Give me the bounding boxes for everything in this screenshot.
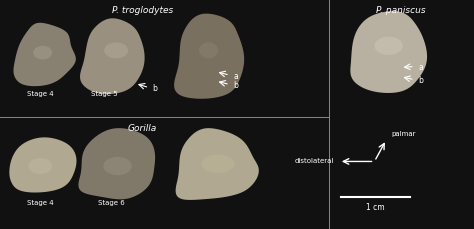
Text: Stage 4: Stage 4 (27, 200, 54, 206)
Ellipse shape (201, 155, 235, 173)
Ellipse shape (199, 42, 218, 58)
Text: distolateral: distolateral (295, 158, 334, 164)
Ellipse shape (374, 37, 403, 55)
Ellipse shape (104, 42, 128, 58)
Polygon shape (9, 137, 76, 193)
Text: P. troglodytes: P. troglodytes (111, 6, 173, 15)
Text: Gorilla: Gorilla (128, 124, 157, 133)
Polygon shape (80, 18, 145, 94)
Text: 1 cm: 1 cm (366, 203, 385, 212)
Text: Stage 5: Stage 5 (91, 91, 118, 97)
Text: Stage 6: Stage 6 (98, 200, 125, 206)
Polygon shape (350, 11, 427, 93)
Text: a: a (418, 63, 423, 72)
Polygon shape (13, 23, 76, 86)
Ellipse shape (103, 157, 132, 175)
Text: a: a (233, 71, 238, 81)
Polygon shape (176, 128, 259, 200)
Text: b: b (233, 81, 238, 90)
Text: palmar: palmar (391, 131, 416, 137)
Text: b: b (418, 76, 423, 85)
Ellipse shape (28, 158, 52, 174)
Text: P. paniscus: P. paniscus (376, 6, 425, 15)
Ellipse shape (33, 46, 52, 60)
Polygon shape (78, 128, 155, 199)
Polygon shape (174, 14, 244, 99)
Text: Stage 4: Stage 4 (27, 91, 54, 97)
Text: b: b (153, 84, 157, 93)
